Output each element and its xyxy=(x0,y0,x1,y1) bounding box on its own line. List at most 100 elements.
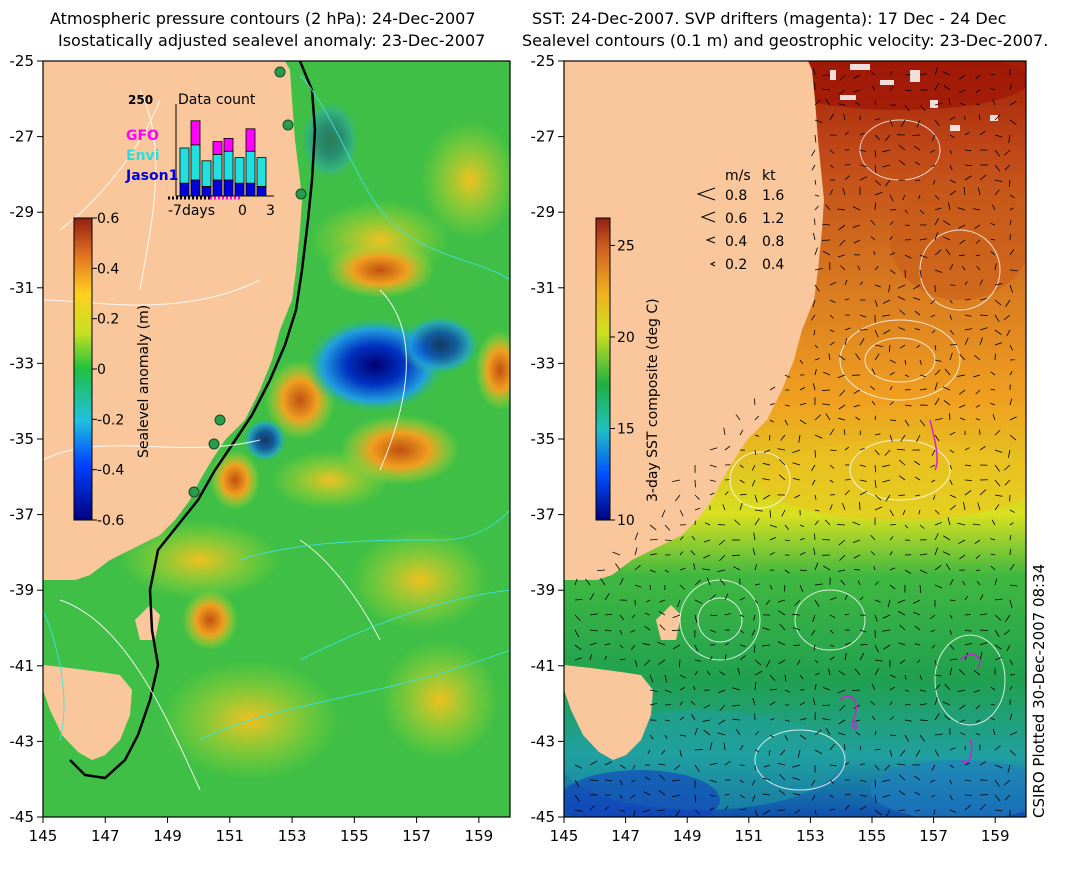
y-tick-label: -43 xyxy=(531,732,556,750)
right-map xyxy=(564,61,1026,817)
inset-bar-segment xyxy=(190,144,201,181)
sst-colorbar-tick: 10 xyxy=(617,513,635,529)
sst-colorbar xyxy=(595,217,611,521)
sla-colorbar-tick: 0.6 xyxy=(97,211,119,227)
left-map xyxy=(43,61,510,817)
velocity-row-3-kt: 0.8 xyxy=(762,234,784,250)
inset-legend-jason1: Jason1 xyxy=(125,168,178,184)
x-tick-label: 159 xyxy=(465,827,494,845)
right-title-line2: Sealevel contours (0.1 m) and geostrophi… xyxy=(522,31,1049,50)
inset-x-label-start: -7days xyxy=(168,203,215,219)
y-tick-label: -25 xyxy=(10,52,35,70)
inset-bar-segment xyxy=(223,150,234,181)
x-tick-label: 159 xyxy=(981,827,1010,845)
inset-bar-segment xyxy=(234,157,245,184)
x-tick-label: 145 xyxy=(29,827,58,845)
y-tick-label: -33 xyxy=(10,354,35,372)
x-tick-label: 153 xyxy=(796,827,825,845)
x-tick-label: 149 xyxy=(153,827,182,845)
y-tick-label: -39 xyxy=(10,581,35,599)
x-tick-label: 155 xyxy=(858,827,887,845)
x-tick-label: 157 xyxy=(919,827,948,845)
inset-x-label-three: 3 xyxy=(266,203,275,219)
velocity-row-1-ms: 0.8 xyxy=(725,188,747,204)
data-count-inset xyxy=(168,104,274,200)
credit-text: CSIRO Plotted 30-Dec-2007 08:34 xyxy=(1030,563,1048,818)
y-tick-label: -45 xyxy=(531,808,556,826)
inset-bar-segment xyxy=(245,128,256,152)
y-tick-label: -25 xyxy=(531,52,556,70)
x-tick-label: 147 xyxy=(611,827,640,845)
y-tick-label: -41 xyxy=(531,657,556,675)
inset-bar-segment xyxy=(234,182,245,197)
velocity-legend-kt-header: kt xyxy=(762,168,776,184)
velocity-legend-ms-header: m/s xyxy=(725,168,751,184)
y-tick-label: -39 xyxy=(531,581,556,599)
x-tick-label: 147 xyxy=(91,827,120,845)
sla-colorbar-tick: -0.2 xyxy=(97,412,124,428)
x-tick-label: 157 xyxy=(402,827,431,845)
inset-bar-segment xyxy=(245,182,256,197)
x-tick-label: 145 xyxy=(550,827,579,845)
inset-bar-segment xyxy=(190,179,201,197)
inset-bar-segment xyxy=(256,185,267,197)
inset-bar-segment xyxy=(201,185,212,197)
inset-bar-segment xyxy=(179,182,190,197)
y-tick-label: -45 xyxy=(10,808,35,826)
y-tick-label: -43 xyxy=(10,732,35,750)
left-title-line2: Isostatically adjusted sealevel anomaly:… xyxy=(58,31,486,50)
y-tick-label: -29 xyxy=(531,203,556,221)
inset-bar-segment xyxy=(212,179,223,197)
y-tick-label: -27 xyxy=(531,128,556,146)
velocity-row-2-ms: 0.6 xyxy=(725,211,747,227)
inset-bar-segment xyxy=(201,160,212,187)
velocity-legend: m/s kt 0.8 1.6 0.6 1.2 0.4 0.8 0.2 0.4 xyxy=(696,168,784,273)
y-tick-label: -35 xyxy=(10,430,35,448)
velocity-row-2-kt: 1.2 xyxy=(762,211,784,227)
inset-legend-gfo: GFO xyxy=(126,128,159,144)
sla-colorbar-tick: 0.2 xyxy=(97,312,119,328)
sst-colorbar-tick: 25 xyxy=(617,238,635,254)
x-tick-label: 155 xyxy=(340,827,369,845)
x-tick-label: 153 xyxy=(278,827,307,845)
velocity-row-4-ms: 0.2 xyxy=(725,257,747,273)
inset-x-label-zero: 0 xyxy=(238,203,247,219)
sla-colorbar-tick: -0.6 xyxy=(97,513,124,529)
inset-bar-segment xyxy=(223,137,234,152)
sst-colorbar-tick: 15 xyxy=(617,421,635,437)
y-tick-label: -37 xyxy=(531,506,556,524)
y-tick-label: -41 xyxy=(10,657,35,675)
velocity-row-3-ms: 0.4 xyxy=(725,234,747,250)
inset-bar-segment xyxy=(245,150,256,184)
inset-bar-segment xyxy=(212,153,223,181)
y-tick-label: -37 xyxy=(10,506,35,524)
y-tick-label: -31 xyxy=(531,279,556,297)
velocity-row-4-kt: 0.4 xyxy=(762,257,784,273)
inset-bar-segment xyxy=(256,157,267,187)
sst-colorbar-label: 3-day SST composite (deg C) xyxy=(645,298,661,502)
tasmania-land xyxy=(43,665,132,760)
velocity-row-1-kt: 1.6 xyxy=(762,188,784,204)
inset-bar-segment xyxy=(223,179,234,197)
sla-colorbar xyxy=(73,217,93,521)
tasmania-land-right xyxy=(564,665,653,760)
inset-title: Data count xyxy=(178,92,256,108)
y-tick-label: -35 xyxy=(531,430,556,448)
inset-bar-segment xyxy=(179,147,190,184)
y-tick-label: -27 xyxy=(10,128,35,146)
sla-colorbar-tick: 0 xyxy=(97,362,106,378)
y-tick-label: -29 xyxy=(10,203,35,221)
sla-colorbar-tick: 0.4 xyxy=(97,261,119,277)
left-title-line1: Atmospheric pressure contours (2 hPa): 2… xyxy=(50,9,476,28)
inset-max-label: 250 xyxy=(128,93,153,107)
x-tick-label: 151 xyxy=(734,827,763,845)
australia-land-right xyxy=(564,61,824,580)
inset-legend-envi: Envi xyxy=(126,148,159,164)
sst-colorbar-tick: 20 xyxy=(617,330,635,346)
y-tick-label: -31 xyxy=(10,279,35,297)
y-tick-label: -33 xyxy=(531,354,556,372)
sla-colorbar-tick: -0.4 xyxy=(97,463,124,479)
x-tick-label: 151 xyxy=(215,827,244,845)
x-tick-label: 149 xyxy=(673,827,702,845)
